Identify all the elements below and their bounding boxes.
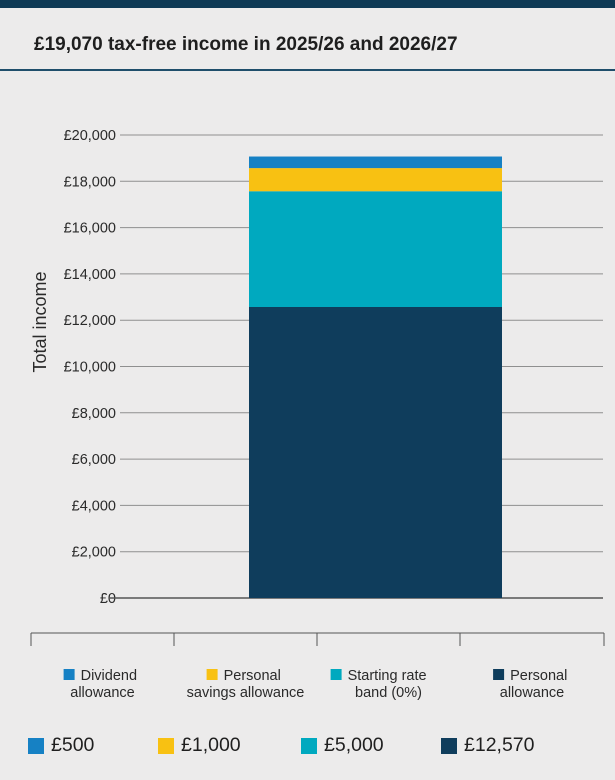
legend-item: £500 <box>28 734 94 757</box>
category-swatch <box>63 669 75 680</box>
y-tick-label: £20,000 <box>64 128 116 144</box>
chart-title: £19,070 tax-free income in 2025/26 and 2… <box>34 34 458 55</box>
y-tick-label: £12,000 <box>64 313 116 329</box>
stacked-bar-chart: Total income £0 £2,000 £4,000 £6,000 £8,000 £1… <box>30 128 605 701</box>
category-label-line1: Personal <box>510 668 567 684</box>
legend-label: £500 <box>51 734 95 756</box>
y-tick-label: £8,000 <box>72 406 116 422</box>
legend-item: £12,570 <box>441 734 535 757</box>
y-axis-title: Total income <box>30 271 50 372</box>
legend-label: £12,570 <box>464 734 535 756</box>
legend-swatch <box>158 737 174 754</box>
category-swatch <box>493 669 505 680</box>
y-tick-label: £4,000 <box>72 498 116 514</box>
legend-swatch <box>441 737 457 754</box>
top-accent-bar <box>0 0 615 8</box>
y-tick-label: £18,000 <box>64 174 116 190</box>
y-tick-label: £0 <box>100 591 116 607</box>
y-tick-label: £6,000 <box>72 452 116 468</box>
category-swatch <box>330 669 342 680</box>
category-label-line1: Dividend <box>81 668 137 684</box>
category-label-line2: band (0%) <box>355 685 422 701</box>
value-legend: £500 £1,000 £5,000 £12,570 <box>28 734 598 758</box>
category-label-line2: allowance <box>500 685 565 701</box>
legend-swatch <box>28 737 44 754</box>
legend-item: £1,000 <box>158 734 241 757</box>
legend-item: £5,000 <box>301 734 384 757</box>
category-label-line2: savings allowance <box>187 685 305 701</box>
bar-segment-starting-rate-band-0 <box>249 191 502 308</box>
category-label-line1: Personal <box>224 668 281 684</box>
legend-swatch <box>301 737 317 754</box>
bar-segment-dividend-allowance <box>249 156 502 169</box>
y-tick-label: £2,000 <box>72 545 116 561</box>
title-divider <box>0 69 615 71</box>
legend-label: £5,000 <box>324 734 384 756</box>
legend-label: £1,000 <box>181 734 241 756</box>
y-tick-label: £14,000 <box>64 267 116 283</box>
bar-segment-personal-allowance <box>249 307 502 598</box>
y-tick-label: £10,000 <box>64 360 116 376</box>
category-swatch <box>206 669 218 680</box>
category-label-line2: allowance <box>70 685 135 701</box>
bar-segment-personal-savings-allowance <box>249 168 502 192</box>
category-label-line1: Starting rate <box>348 668 427 684</box>
y-tick-label: £16,000 <box>64 221 116 237</box>
